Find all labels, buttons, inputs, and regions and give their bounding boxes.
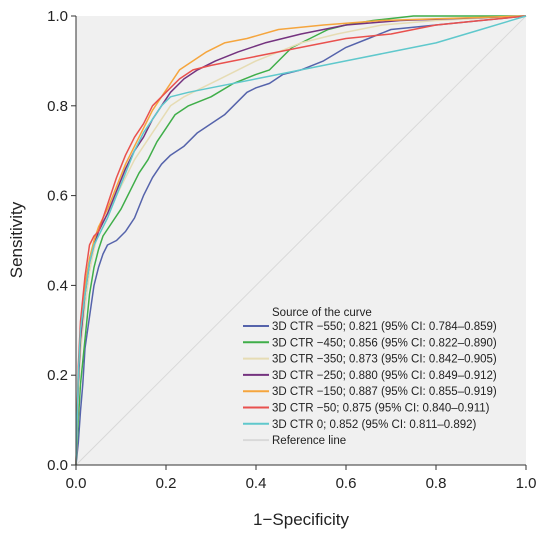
- curves-layer: [75, 15, 527, 466]
- x-tick-label: 0.4: [246, 475, 267, 492]
- legend-title: Source of the curve: [272, 307, 372, 319]
- y-tick-label: 0.2: [47, 367, 68, 384]
- y-axis-title: Sensitivity: [7, 201, 26, 278]
- y-tick-label: 0.6: [47, 188, 68, 205]
- y-tick-label: 0.0: [47, 457, 68, 474]
- y-tick-label: 0.4: [47, 277, 68, 294]
- x-tick-label: 1.0: [516, 475, 537, 492]
- legend-label: Reference line: [272, 435, 346, 447]
- legend-label: 3D CTR −350; 0.873 (95% CI: 0.842–0.905): [272, 354, 497, 366]
- roc-curve-2: [75, 15, 526, 466]
- y-ticks: 0.0 0.2 0.4 0.6 0.8 1.0: [47, 8, 76, 474]
- x-ticks: 0.0 0.2 0.4 0.6 0.8 1.0: [66, 465, 537, 492]
- roc-curve-3: [75, 15, 527, 466]
- legend-label: 3D CTR −50; 0.875 (95% CI: 0.840–0.911): [272, 403, 490, 415]
- y-tick-label: 1.0: [47, 8, 68, 25]
- roc-curve-6: [75, 15, 527, 466]
- legend-label: 3D CTR −450; 0.856 (95% CI: 0.822–0.890): [272, 337, 497, 349]
- legend-items: 3D CTR −550; 0.821 (95% CI: 0.784–0.859)…: [243, 321, 497, 447]
- x-tick-label: 0.0: [66, 475, 87, 492]
- legend-label: 3D CTR −550; 0.821 (95% CI: 0.784–0.859): [272, 321, 497, 333]
- roc-curve-1: [75, 15, 527, 466]
- x-axis-title: 1−Specificity: [253, 510, 349, 529]
- x-tick-label: 0.2: [156, 475, 177, 492]
- axes-layer: [75, 16, 526, 466]
- legend-label: 3D CTR 0; 0.852 (95% CI: 0.811–0.892): [272, 419, 477, 431]
- legend-label: 3D CTR −150; 0.887 (95% CI: 0.855–0.919): [272, 386, 497, 398]
- reference-line: [75, 15, 527, 466]
- legend: Source of the curve 3D CTR −550; 0.821 (…: [243, 307, 497, 447]
- y-tick-label: 0.8: [47, 98, 68, 115]
- x-tick-label: 0.6: [336, 475, 357, 492]
- roc-curve-7: [75, 15, 527, 466]
- legend-label: 3D CTR −250; 0.880 (95% CI: 0.849–0.912): [272, 370, 497, 382]
- x-tick-label: 0.8: [426, 475, 447, 492]
